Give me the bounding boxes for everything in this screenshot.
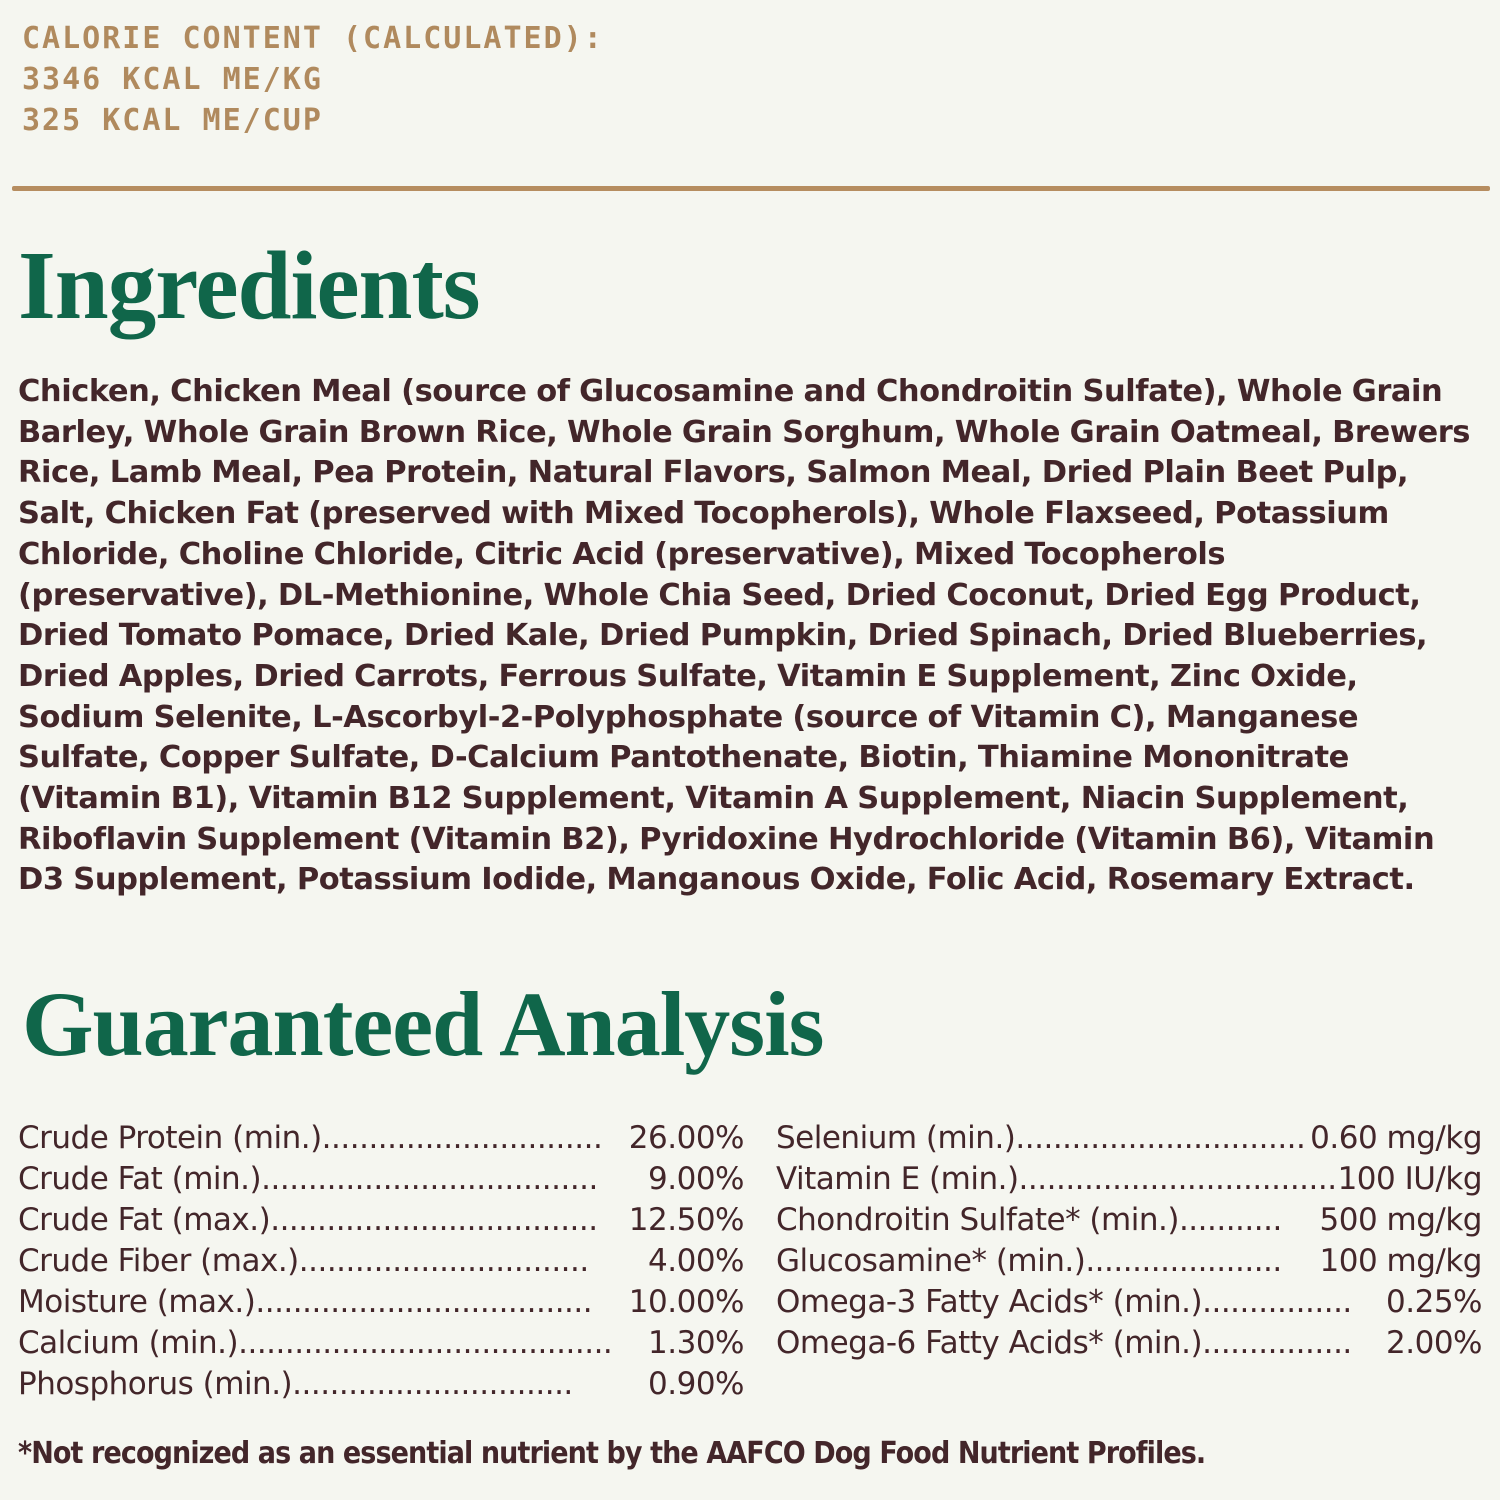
table-row: Omega-6 Fatty Acids* (min.) ............…: [776, 1323, 1482, 1364]
ingredients-heading: Ingredients: [18, 232, 480, 339]
dot-leader: ...........: [1178, 1202, 1282, 1238]
dot-leader: ..................................: [1018, 1161, 1338, 1197]
nutrient-label: Crude Fat (max.): [18, 1202, 271, 1238]
table-row: Chondroitin Sulfate* (min.) ........... …: [776, 1200, 1482, 1241]
nutrient-value: 2.00%: [1386, 1325, 1482, 1361]
table-row: Omega-3 Fatty Acids* (min.) ............…: [776, 1282, 1482, 1323]
nutrient-value: 100 IU/kg: [1337, 1161, 1482, 1197]
aafco-footnote: *Not recognized as an essential nutrient…: [18, 1436, 1206, 1471]
nutrient-label: Selenium (min.): [776, 1120, 1016, 1156]
nutrient-value: 9.00%: [648, 1161, 744, 1197]
nutrient-label: Crude Fat (min.): [18, 1161, 262, 1197]
table-row: Selenium (min.) ........................…: [776, 1118, 1482, 1159]
calorie-kcal-per-cup: 325 KCAL ME/CUP: [22, 103, 323, 138]
calorie-content-title: CALORIE CONTENT (CALCULATED):: [22, 21, 604, 56]
nutrient-label: Chondroitin Sulfate* (min.): [776, 1202, 1179, 1238]
nutrient-label: Crude Protein (min.): [18, 1120, 322, 1156]
nutrient-value: 10.00%: [628, 1284, 744, 1320]
nutrient-label: Omega-6 Fatty Acids* (min.): [776, 1325, 1203, 1361]
calorie-kcal-per-kg: 3346 KCAL ME/KG: [22, 62, 323, 97]
dot-leader: ................: [1202, 1284, 1352, 1320]
table-row: Crude Protein (min.) ...................…: [18, 1118, 744, 1159]
table-row: Crude Fat (min.) .......................…: [18, 1159, 744, 1200]
nutrient-value: 4.00%: [648, 1243, 744, 1279]
nutrient-label: Glucosamine* (min.): [776, 1243, 1086, 1279]
nutrient-value: 1.30%: [648, 1325, 744, 1361]
table-row: Crude Fiber (max.) .....................…: [18, 1241, 744, 1282]
ingredients-text: Chicken, Chicken Meal (source of Glucosa…: [18, 374, 1471, 898]
dot-leader: ........................................: [238, 1325, 613, 1361]
nutrient-value: 0.90%: [648, 1366, 744, 1402]
nutrient-label: Omega-3 Fatty Acids* (min.): [776, 1284, 1203, 1320]
nutrient-label: Phosphorus (min.): [18, 1366, 293, 1402]
nutrient-value: 100 mg/kg: [1319, 1243, 1482, 1279]
nutrient-label: Vitamin E (min.): [776, 1161, 1019, 1197]
table-row: Vitamin E (min.) .......................…: [776, 1159, 1482, 1200]
dot-leader: ...............................: [298, 1243, 589, 1279]
table-row: Calcium (min.) .........................…: [18, 1323, 744, 1364]
dot-leader: ..............................: [321, 1120, 603, 1156]
section-divider-rule: [12, 186, 1490, 191]
nutrient-value: 0.60 mg/kg: [1310, 1120, 1482, 1156]
dot-leader: ................: [1202, 1325, 1352, 1361]
dot-leader: ....................................: [255, 1284, 593, 1320]
table-row: Phosphorus (min.) ......................…: [18, 1364, 744, 1405]
guaranteed-analysis-right-column: Selenium (min.) ........................…: [776, 1118, 1482, 1405]
nutrient-value: 26.00%: [628, 1120, 744, 1156]
calorie-content-block: CALORIE CONTENT (CALCULATED): 3346 KCAL …: [22, 18, 1022, 141]
nutrient-value: 500 mg/kg: [1319, 1202, 1482, 1238]
dot-leader: ..............................: [292, 1366, 573, 1402]
nutrient-value: 0.25%: [1386, 1284, 1482, 1320]
nutrient-label: Moisture (max.): [18, 1284, 256, 1320]
nutrient-label: Calcium (min.): [18, 1325, 239, 1361]
guaranteed-analysis-heading: Guaranteed Analysis: [22, 973, 824, 1075]
table-row: Crude Fat (max.) .......................…: [18, 1200, 744, 1241]
dot-leader: ...............................: [1015, 1120, 1306, 1156]
nutrient-value: 12.50%: [628, 1202, 744, 1238]
dot-leader: .....................: [1085, 1243, 1282, 1279]
guaranteed-analysis-table: Crude Protein (min.) ...................…: [18, 1118, 1482, 1405]
guaranteed-analysis-left-column: Crude Protein (min.) ...................…: [18, 1118, 744, 1405]
table-row: Glucosamine* (min.) ....................…: [776, 1241, 1482, 1282]
dot-leader: ...................................: [270, 1202, 598, 1238]
table-row: Moisture (max.) ........................…: [18, 1282, 744, 1323]
dot-leader: ....................................: [261, 1161, 598, 1197]
nutrient-label: Crude Fiber (max.): [18, 1243, 299, 1279]
